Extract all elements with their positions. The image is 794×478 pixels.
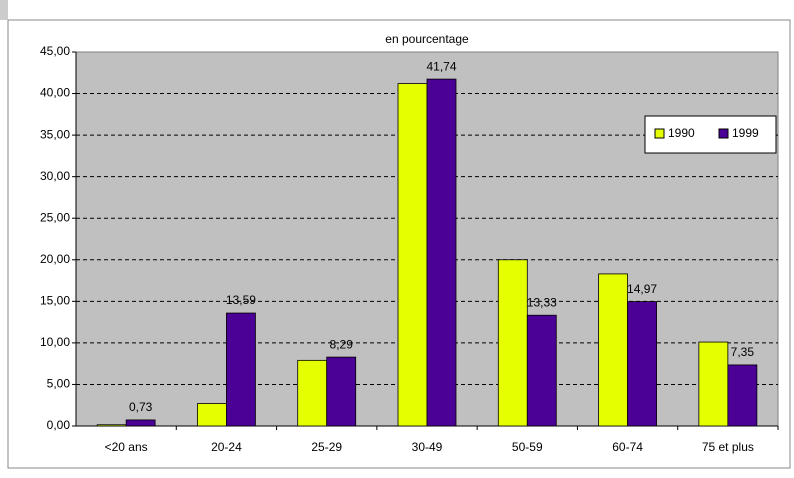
bar: [297, 359, 328, 427]
data-label: 13,33: [527, 295, 557, 309]
y-tick-label: 30,00: [40, 169, 70, 183]
data-label: 0,73: [129, 400, 153, 414]
y-tick-label: 40,00: [40, 86, 70, 100]
bar: [326, 356, 357, 427]
y-tick-label: 5,00: [47, 377, 71, 391]
legend-label: 1990: [668, 126, 695, 140]
corner: [0, 0, 8, 20]
bar: [598, 273, 628, 427]
data-label: 13,59: [226, 293, 256, 307]
legend-swatch: [718, 128, 729, 139]
data-label: 41,74: [426, 59, 456, 73]
bar: [96, 424, 127, 427]
x-tick-label: 75 et plus: [702, 440, 754, 454]
y-tick-label: 0,00: [47, 418, 71, 432]
chart-title: en pourcentage: [385, 32, 469, 46]
bar: [125, 419, 156, 427]
x-tick-label: 20-24: [211, 440, 242, 454]
x-tick-label: 25-29: [311, 440, 342, 454]
y-tick-label: 45,00: [40, 44, 70, 58]
y-tick-label: 35,00: [40, 127, 70, 141]
data-label: 7,35: [731, 345, 755, 359]
legend-swatch: [654, 128, 665, 139]
x-tick-label: 50-59: [512, 440, 543, 454]
x-tick-label: <20 ans: [105, 440, 148, 454]
bar: [197, 403, 227, 427]
data-label: 8,29: [330, 337, 354, 351]
bar: [497, 259, 528, 427]
bar: [526, 314, 557, 427]
data-label: 14,97: [627, 282, 657, 296]
y-tick-label: 25,00: [40, 210, 70, 224]
bar: [627, 301, 657, 427]
bar: [698, 341, 729, 427]
bar: [426, 78, 457, 427]
legend-box: [644, 115, 777, 154]
x-tick-label: 30-49: [412, 440, 443, 454]
bar: [226, 312, 256, 427]
legend-label: 1999: [732, 126, 759, 140]
x-tick-label: 60-74: [612, 440, 643, 454]
bar: [397, 83, 428, 427]
y-tick-label: 10,00: [40, 335, 70, 349]
y-tick-label: 15,00: [40, 294, 70, 308]
y-tick-label: 20,00: [40, 252, 70, 266]
bar: [727, 364, 758, 427]
